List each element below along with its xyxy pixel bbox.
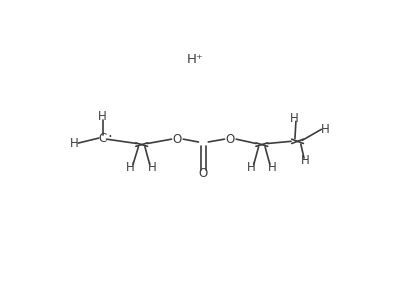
Text: H: H: [268, 161, 277, 174]
Text: H: H: [70, 136, 79, 149]
Text: ·: ·: [108, 130, 112, 145]
Text: H: H: [321, 123, 329, 136]
Text: H: H: [126, 161, 134, 174]
Text: H: H: [290, 112, 299, 125]
Text: H: H: [247, 161, 256, 174]
Text: C: C: [98, 132, 107, 145]
Text: H: H: [148, 161, 157, 174]
Text: O: O: [173, 133, 182, 146]
Text: O: O: [226, 133, 235, 146]
Text: H: H: [98, 110, 107, 123]
Text: H⁺: H⁺: [187, 53, 204, 66]
Text: H: H: [301, 154, 310, 167]
Text: O: O: [199, 168, 208, 180]
